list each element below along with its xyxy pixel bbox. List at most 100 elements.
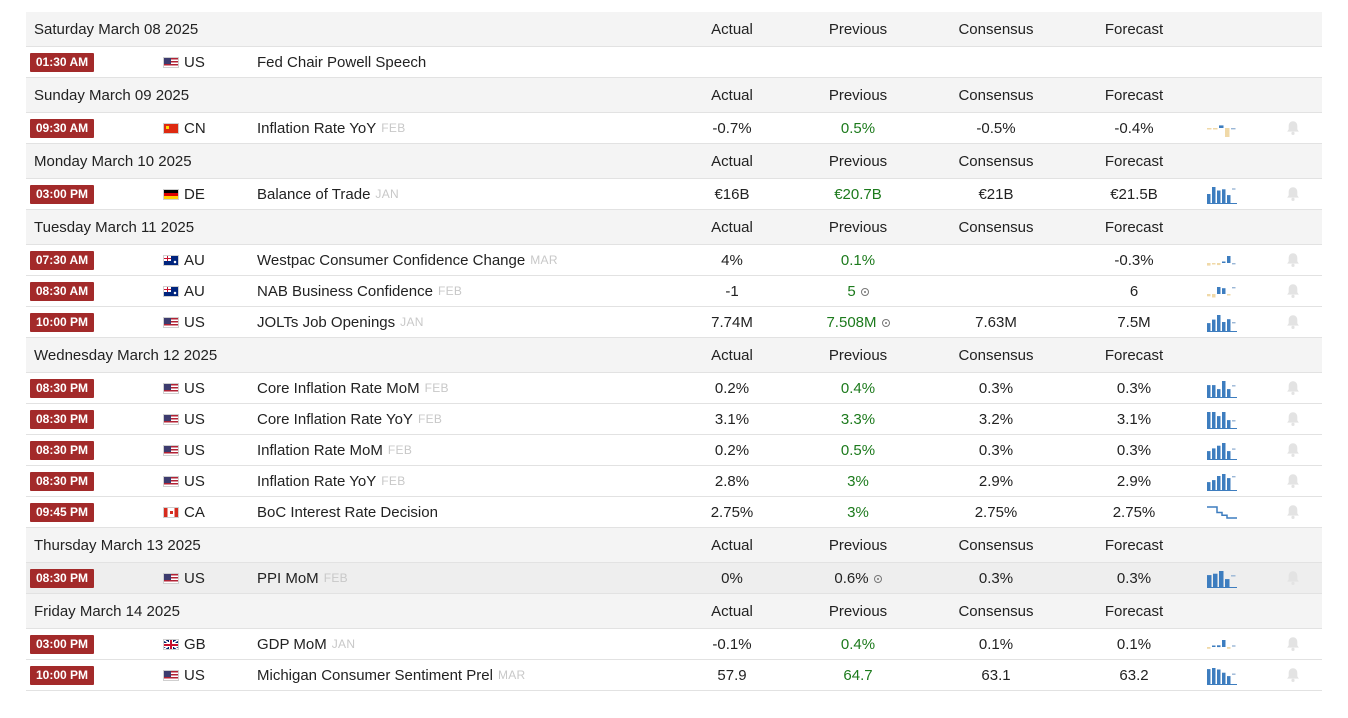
actual-value: -1 xyxy=(725,282,739,300)
sparkline-bar xyxy=(1212,187,1216,203)
time-badge: 09:30 AM xyxy=(30,118,94,138)
event-row[interactable]: 08:30 PM US Inflation Rate YoY FEB 2.8% 3… xyxy=(26,466,1322,497)
sparkline-bar xyxy=(1217,287,1221,294)
event-row[interactable]: 03:00 PM GB GDP MoM JAN -0.1% 0.4% 0.1% 0… xyxy=(26,629,1322,660)
event-name[interactable]: PPI MoM xyxy=(257,569,319,587)
sparkline-chart[interactable] xyxy=(1207,251,1237,270)
event-row[interactable]: 08:30 AM AU NAB Business Confidence FEB -… xyxy=(26,276,1322,307)
bell-icon[interactable] xyxy=(1286,283,1300,299)
event-name[interactable]: Fed Chair Powell Speech xyxy=(257,53,427,71)
revised-icon[interactable] xyxy=(873,575,882,583)
bell-icon[interactable] xyxy=(1286,120,1300,136)
column-header-consensus: Consensus xyxy=(958,218,1034,236)
event-name-cell[interactable]: Balance of Trade JAN xyxy=(257,179,399,209)
actual-value xyxy=(672,47,792,77)
event-row[interactable]: 01:30 AM US Fed Chair Powell Speech xyxy=(26,47,1322,78)
event-row[interactable]: 09:45 PM CA BoC Interest Rate Decision 2… xyxy=(26,497,1322,528)
time-badge: 08:30 PM xyxy=(30,471,94,491)
bell-icon[interactable] xyxy=(1286,442,1300,458)
revised-icon[interactable] xyxy=(860,288,869,296)
sparkline-bar xyxy=(1217,389,1221,397)
country-code: CN xyxy=(184,119,206,137)
bell-icon[interactable] xyxy=(1286,504,1300,520)
sparkline-chart[interactable] xyxy=(1207,635,1237,654)
column-header-forecast: Forecast xyxy=(1104,218,1164,236)
event-name[interactable]: GDP MoM xyxy=(257,635,327,653)
day-header-row: Thursday March 13 2025 Actual Previous C… xyxy=(26,528,1322,563)
bell-icon[interactable] xyxy=(1286,570,1300,586)
sparkline-chart[interactable] xyxy=(1207,472,1237,491)
event-name-cell[interactable]: Michigan Consumer Sentiment Prel MAR xyxy=(257,660,526,690)
event-time: 09:30 AM xyxy=(30,113,94,143)
sparkline-forecast-mark xyxy=(1231,575,1236,577)
sparkline-chart[interactable] xyxy=(1207,313,1237,332)
sparkline-chart[interactable] xyxy=(1207,185,1237,204)
event-name[interactable]: JOLTs Job Openings xyxy=(257,313,396,331)
column-header-consensus: Consensus xyxy=(958,602,1034,620)
event-name[interactable]: Inflation Rate YoY xyxy=(257,472,377,490)
event-name-cell[interactable]: Core Inflation Rate YoY FEB xyxy=(257,404,442,434)
sparkline-chart[interactable] xyxy=(1207,441,1237,460)
sparkline-bar xyxy=(1217,445,1221,459)
bell-icon[interactable] xyxy=(1286,411,1300,427)
revised-icon[interactable] xyxy=(881,319,890,327)
event-name-cell[interactable]: JOLTs Job Openings JAN xyxy=(257,307,424,337)
sparkline-chart[interactable] xyxy=(1207,410,1237,429)
sparkline-bar xyxy=(1212,385,1216,397)
sparkline-chart[interactable] xyxy=(1207,666,1237,685)
event-row[interactable]: 08:30 PM US Inflation Rate MoM FEB 0.2% 0… xyxy=(26,435,1322,466)
bell-icon[interactable] xyxy=(1286,314,1300,330)
bell-icon[interactable] xyxy=(1286,667,1300,683)
event-row[interactable]: 10:00 PM US JOLTs Job Openings JAN 7.74M … xyxy=(26,307,1322,338)
event-row[interactable]: 03:00 PM DE Balance of Trade JAN €16B €20… xyxy=(26,179,1322,210)
event-name[interactable]: Core Inflation Rate YoY xyxy=(257,410,413,428)
bell-icon[interactable] xyxy=(1286,252,1300,268)
event-name-cell[interactable]: GDP MoM JAN xyxy=(257,629,355,659)
sparkline-chart[interactable] xyxy=(1207,569,1237,588)
day-header-row: Sunday March 09 2025 Actual Previous Con… xyxy=(26,78,1322,113)
event-name-cell[interactable]: BoC Interest Rate Decision xyxy=(257,497,438,527)
sparkline-bar xyxy=(1227,647,1231,649)
event-row[interactable]: 08:30 PM US Core Inflation Rate MoM FEB 0… xyxy=(26,373,1322,404)
event-row[interactable]: 08:30 PM US Core Inflation Rate YoY FEB 3… xyxy=(26,404,1322,435)
day-date: Saturday March 08 2025 xyxy=(34,20,199,38)
event-row[interactable]: 08:30 PM US PPI MoM FEB 0% 0.6% 0.3% 0.3% xyxy=(26,563,1322,594)
event-row[interactable]: 07:30 AM AU Westpac Consumer Confidence … xyxy=(26,245,1322,276)
bell-icon[interactable] xyxy=(1286,186,1300,202)
flag-au-icon xyxy=(163,286,179,297)
bell-icon[interactable] xyxy=(1286,380,1300,396)
column-header-previous: Previous xyxy=(828,218,888,236)
sparkline-chart[interactable] xyxy=(1207,503,1237,522)
forecast-value: 0.3% xyxy=(1116,379,1152,397)
event-time: 10:00 PM xyxy=(30,660,94,690)
column-header-actual: Actual xyxy=(711,602,753,620)
event-name[interactable]: BoC Interest Rate Decision xyxy=(257,503,438,521)
event-name-cell[interactable]: Inflation Rate YoY FEB xyxy=(257,113,406,143)
sparkline-chart[interactable] xyxy=(1207,282,1237,301)
event-name-cell[interactable]: Fed Chair Powell Speech xyxy=(257,47,426,77)
event-row[interactable]: 10:00 PM US Michigan Consumer Sentiment … xyxy=(26,660,1322,691)
event-name-cell[interactable]: PPI MoM FEB xyxy=(257,563,348,593)
sparkline-baseline xyxy=(1207,684,1237,685)
event-name[interactable]: Inflation Rate MoM xyxy=(257,441,383,459)
sparkline-bar xyxy=(1207,128,1212,130)
bell-icon[interactable] xyxy=(1286,473,1300,489)
previous-value-text: 0.4% xyxy=(840,635,876,653)
consensus-value xyxy=(936,276,1056,306)
event-name-cell[interactable]: NAB Business Confidence FEB xyxy=(257,276,462,306)
event-name-cell[interactable]: Core Inflation Rate MoM FEB xyxy=(257,373,449,403)
event-name[interactable]: Inflation Rate YoY xyxy=(257,119,377,137)
event-name[interactable]: Core Inflation Rate MoM xyxy=(257,379,420,397)
event-name-cell[interactable]: Westpac Consumer Confidence Change MAR xyxy=(257,245,558,275)
time-badge: 10:00 PM xyxy=(30,665,94,685)
event-name-cell[interactable]: Inflation Rate YoY FEB xyxy=(257,466,406,496)
event-name[interactable]: Balance of Trade xyxy=(257,185,371,203)
sparkline-chart[interactable] xyxy=(1207,379,1237,398)
event-name[interactable]: Westpac Consumer Confidence Change xyxy=(257,251,526,269)
event-name[interactable]: NAB Business Confidence xyxy=(257,282,433,300)
sparkline-chart[interactable] xyxy=(1207,119,1237,138)
event-name-cell[interactable]: Inflation Rate MoM FEB xyxy=(257,435,412,465)
event-row[interactable]: 09:30 AM CN Inflation Rate YoY FEB -0.7% … xyxy=(26,113,1322,144)
event-name[interactable]: Michigan Consumer Sentiment Prel xyxy=(257,666,493,684)
bell-icon[interactable] xyxy=(1286,636,1300,652)
